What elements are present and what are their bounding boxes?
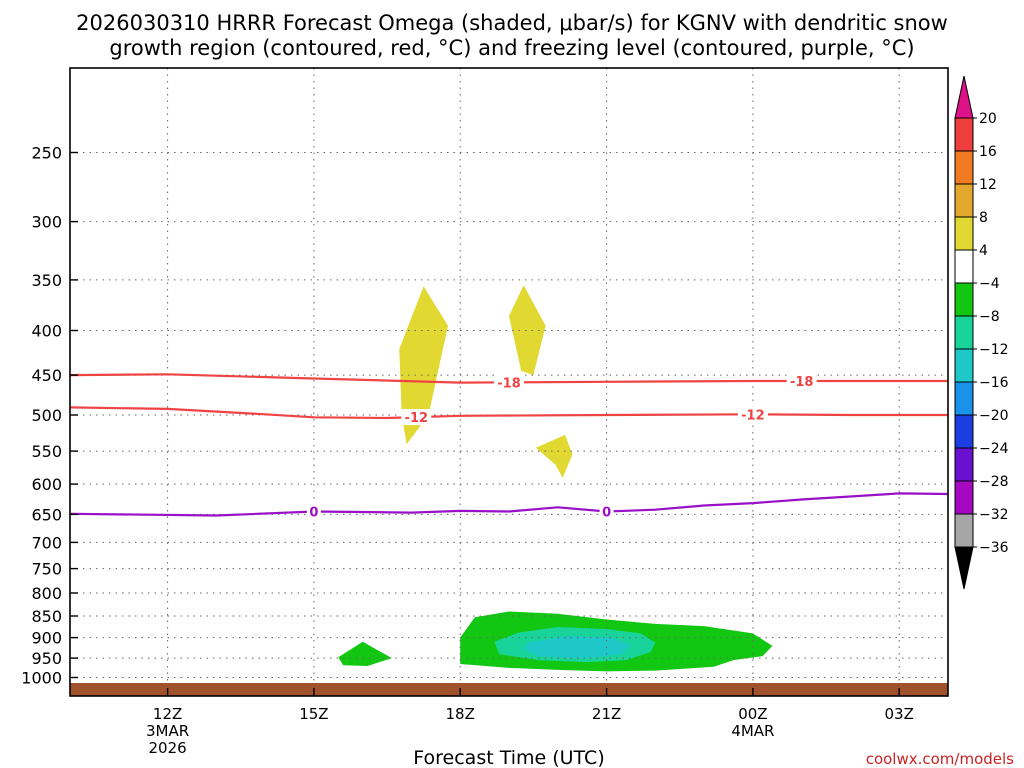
y-tick-800: 800 [31,584,62,603]
contour-label-bg [401,409,432,426]
plot-frame [69,67,949,697]
temperature-contours: -18 -18 -12 -12 0 0 [69,373,949,521]
y-tick-650: 650 [31,505,62,524]
x-tick-12Z-line3: 2026 [149,739,187,757]
y-tick-600: 600 [31,475,62,494]
colorbar-label-11: −28 [979,474,1009,490]
x-tick-12Z-line1: 12Z [153,705,182,723]
colorbar-segment-4 [954,216,974,251]
colorbar-segment-1 [954,117,974,152]
omega-shading [338,285,773,672]
y-tick-400: 400 [31,322,62,341]
y-tick-550: 550 [31,442,62,461]
contour-label-bg [494,374,524,391]
colorbar-label-13: −36 [979,540,1009,556]
x-tick-00Z-line2: 4MAR [731,722,774,740]
x-axis-label: Forecast Time (UTC) [413,747,604,768]
colorbar-segment-2 [954,150,974,185]
shaded-rising-motion-upper-1 [399,286,448,445]
ground-surface [70,683,948,696]
pressure-axis: 250 300 350 400 450 500 550 600 650 700 750 800 850 9… [21,144,78,688]
contour-label-dgz-bottom-1: -12 [741,408,765,423]
y-tick-950: 950 [31,649,62,668]
shaded-rising-motion-upper-2 [509,285,546,376]
x-tick-15Z-line1: 15Z [299,705,328,723]
chart-title-line2: growth region (contoured, red, °C) and f… [109,36,914,60]
x-tick-21Z-line1: 21Z [592,705,621,723]
x-tick-18Z-line1: 18Z [446,705,475,723]
y-tick-700: 700 [31,533,62,552]
x-tick-03Z-line1: 03Z [885,705,914,723]
y-tick-450: 450 [31,366,62,385]
colorbar-label-8: −16 [979,375,1009,391]
colorbar-label-12: −32 [979,507,1009,523]
y-tick-350: 350 [31,271,62,290]
y-tick-750: 750 [31,560,62,579]
colorbar-label-1: 16 [979,144,997,160]
colorbar-label-4: 4 [979,243,988,259]
colorbar-segment-11 [954,447,974,482]
colorbar-label-7: −12 [979,342,1009,358]
colorbar-label-2: 12 [979,177,997,193]
contour-label-dgz-top-0: -18 [497,376,521,391]
colorbar-segment-7 [954,315,974,350]
colorbar-segment-3 [954,183,974,218]
colorbar-top-triangle [954,75,974,119]
shaded-sinking-core [523,635,631,659]
credit-text: coolwx.com/models [866,750,1014,768]
colorbar-label-10: −24 [979,441,1009,457]
contour-dgz-top [69,373,948,384]
shaded-rising-motion-upper-3 [535,434,573,478]
colorbar-label-3: 8 [979,210,988,226]
contour-label-dgz-top-1: -18 [790,375,814,390]
colorbar-label-6: −8 [979,309,1000,325]
shaded-sinking-small [338,641,392,666]
contour-label-bg [599,503,614,520]
y-tick-850: 850 [31,607,62,626]
colorbar-label-5: −4 [979,276,1000,292]
y-tick-500: 500 [31,406,62,425]
x-tick-12Z-line2: 3MAR [146,722,189,740]
contour-label-bg [786,373,817,389]
colorbar-bottom-triangle [954,546,974,590]
colorbar-label-0: 20 [979,111,997,127]
contour-label-freezing-level-0: 0 [309,506,318,521]
y-tick-900: 900 [31,629,62,648]
chart-title-line1: 2026030310 HRRR Forecast Omega (shaded, … [76,11,948,35]
y-tick-300: 300 [31,213,62,232]
contour-label-freezing-level-1: 0 [602,506,611,521]
colorbar-segment-6 [954,282,974,317]
y-tick-250: 250 [31,144,62,163]
colorbar-segment-12 [954,480,974,515]
y-tick-1000: 1000 [21,669,62,688]
x-tick-00Z-line1: 00Z [738,705,767,723]
colorbar-label-9: −20 [979,408,1009,424]
gridlines [70,68,948,696]
contour-label-dgz-bottom-0: -12 [405,411,429,426]
colorbar-segment-5 [954,249,974,284]
colorbar-segment-13 [954,513,974,548]
colorbar-segment-9 [954,381,974,416]
colorbar-segment-8 [954,348,974,383]
colorbar-segment-10 [954,414,974,449]
omega-colorbar: 20 16 12 8 4 −4 −8 −12 −16 −20 −24 −28 −32 −36 [954,75,1009,590]
contour-label-bg [737,406,768,423]
contour-label-bg [306,503,321,520]
